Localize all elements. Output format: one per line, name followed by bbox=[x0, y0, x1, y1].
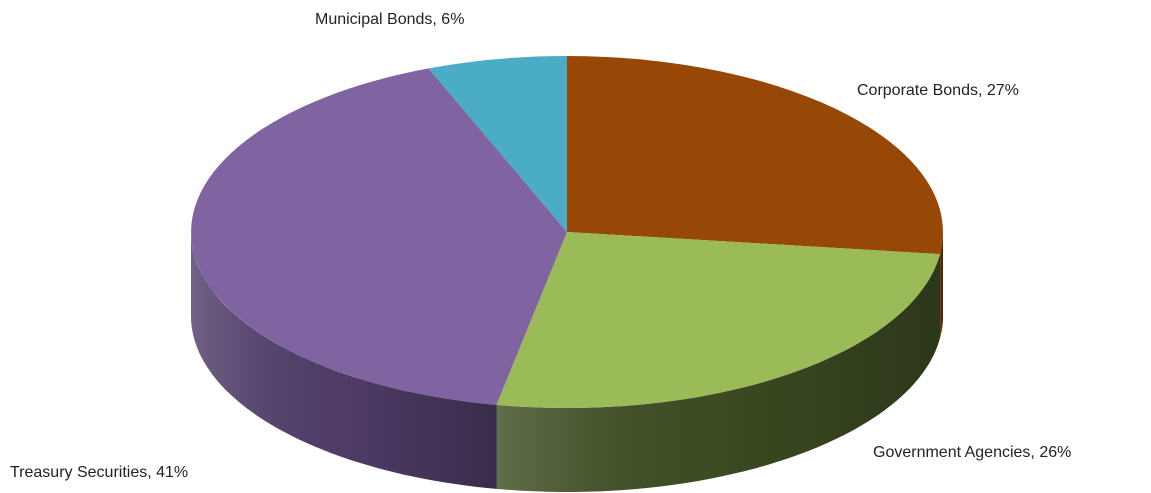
pie-slice-government-agencies bbox=[496, 232, 940, 409]
pie-shading bbox=[191, 232, 943, 492]
pie-side-shade-government-agencies bbox=[496, 254, 940, 492]
pie-tops bbox=[191, 56, 943, 409]
slice-label-treasury-securities: Treasury Securities, 41% bbox=[10, 464, 189, 481]
slice-label-corporate-bonds: Corporate Bonds, 27% bbox=[857, 82, 1019, 99]
slice-label-government-agencies: Government Agencies, 26% bbox=[873, 444, 1072, 461]
pie-slice-corporate-bonds bbox=[567, 56, 943, 255]
pie-side-shade-treasury-securities bbox=[191, 232, 497, 489]
slice-label-municipal-bonds: Municipal Bonds, 6% bbox=[315, 11, 465, 28]
pie-slice-treasury-securities bbox=[191, 68, 567, 405]
pie-side-shade-corporate-bonds bbox=[940, 232, 943, 339]
pie-slice-municipal-bonds bbox=[428, 56, 567, 232]
